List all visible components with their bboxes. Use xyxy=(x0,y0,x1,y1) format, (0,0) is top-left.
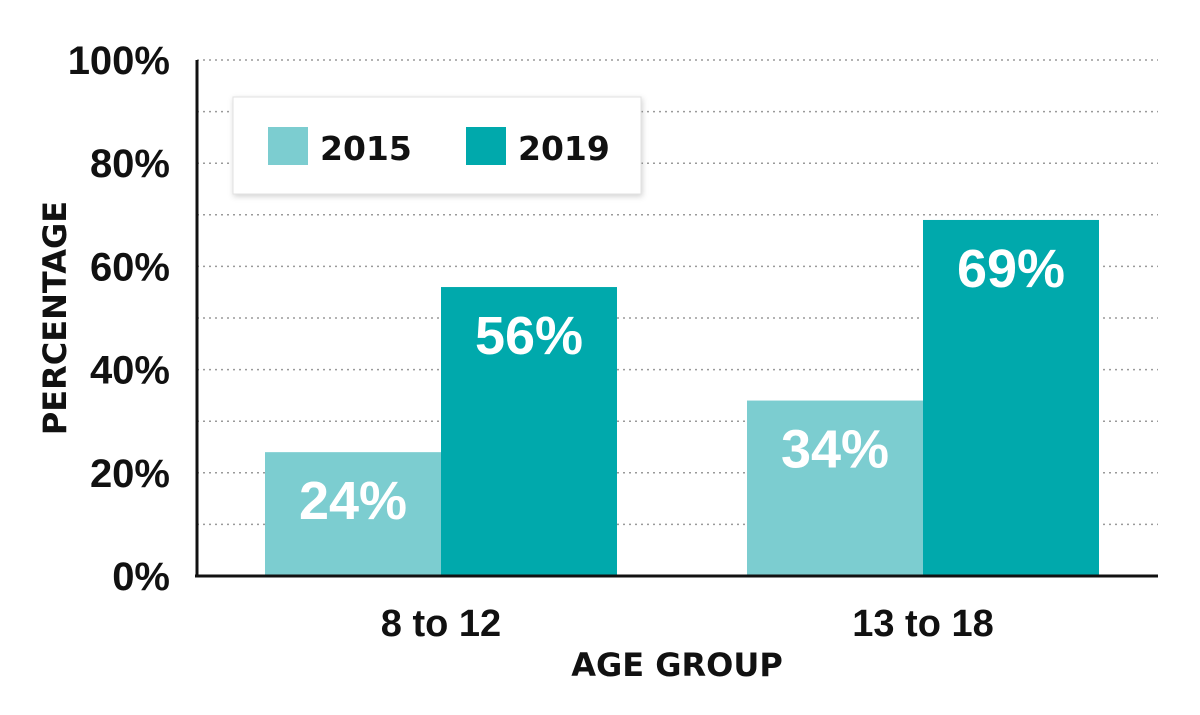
x-category-label: 8 to 12 xyxy=(381,603,501,645)
bar-value-label: 69% xyxy=(957,239,1065,299)
y-tick-label: 20% xyxy=(90,452,170,496)
gridlines xyxy=(197,59,1158,526)
bar-value-label: 24% xyxy=(299,471,407,531)
y-tick-label: 60% xyxy=(90,245,170,289)
y-axis-title: PERCENTAGE xyxy=(36,201,74,435)
x-category-labels: 8 to 12 13 to 18 xyxy=(381,603,994,645)
legend-swatch-2015 xyxy=(268,127,308,165)
bar-value-label: 34% xyxy=(781,420,889,480)
legend: 2015 2019 xyxy=(232,96,642,195)
bar-2015-1 xyxy=(747,400,923,576)
legend-swatch-2019 xyxy=(466,127,506,165)
axes xyxy=(195,60,1158,578)
y-tick-label: 40% xyxy=(90,349,170,393)
bar-value-label: 56% xyxy=(475,306,583,366)
bar-value-labels: 24% 56% 34% 69% xyxy=(299,239,1065,531)
y-tick-label: 80% xyxy=(90,142,170,186)
x-axis-title: AGE GROUP xyxy=(571,646,783,684)
bar-2019-0 xyxy=(441,287,617,576)
y-tick-labels: 0% 20% 40% 60% 80% 100% xyxy=(68,39,170,599)
y-tick-label: 100% xyxy=(68,39,170,83)
legend-label-2015: 2015 xyxy=(320,129,412,168)
bars xyxy=(265,219,1099,576)
y-tick-label: 0% xyxy=(112,555,170,599)
bar-2015-0 xyxy=(265,452,441,576)
legend-label-2019: 2019 xyxy=(518,129,610,168)
x-category-label: 13 to 18 xyxy=(852,603,994,645)
bar-2019-1 xyxy=(923,219,1099,576)
